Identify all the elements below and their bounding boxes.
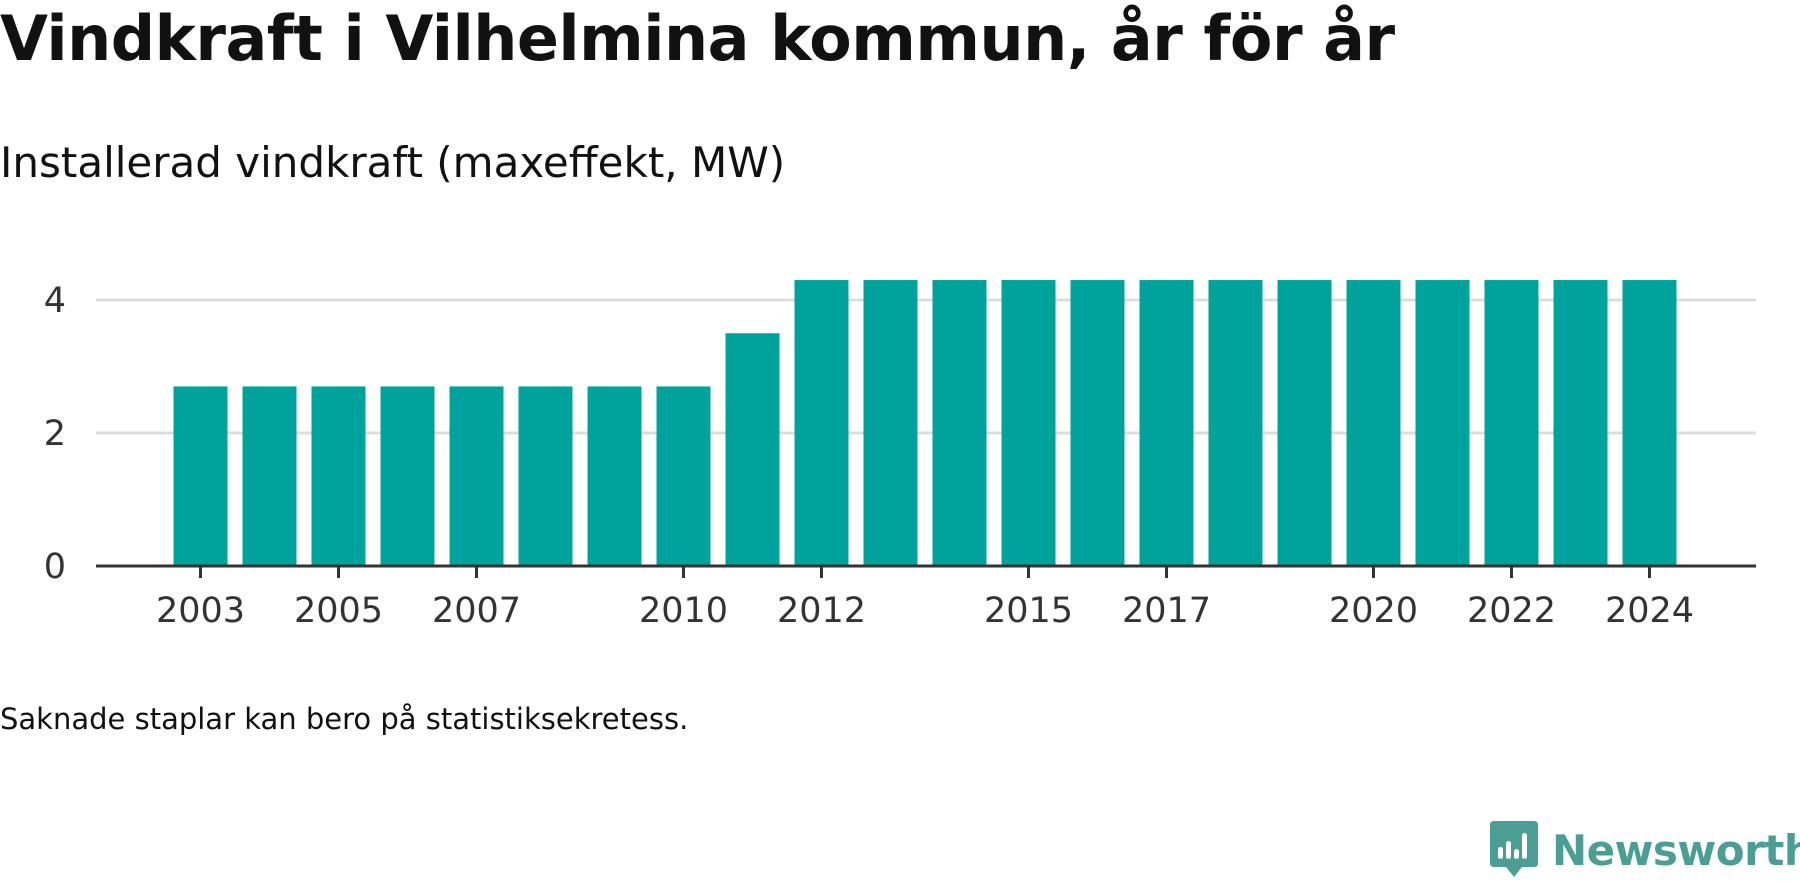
x-tick-label: 2007	[432, 591, 521, 631]
bar-2006	[380, 386, 435, 566]
x-tick-label: 2003	[156, 591, 245, 631]
bar-2013	[863, 280, 918, 566]
bar-2011	[725, 333, 780, 566]
bar-2009	[587, 386, 642, 566]
bar-2007	[449, 386, 504, 566]
x-tick-label: 2020	[1329, 591, 1418, 631]
brand-logo[interactable]: Newsworthy	[1488, 818, 1800, 882]
x-axis: 2003 2005 2007 2010 2012 2015 2017 2020 2022 2024	[96, 564, 1756, 631]
bar-2022	[1484, 280, 1539, 566]
bar-chart: 0 2 4 2003 2005 2007 2010 2012 2015 2017 2020 2022…	[44, 280, 1756, 631]
bar-2016	[1070, 280, 1125, 566]
bar-2012	[794, 280, 849, 566]
bar-2023	[1553, 280, 1608, 566]
bar-2014	[932, 280, 987, 566]
x-tick-label: 2017	[1122, 591, 1211, 631]
y-tick-label: 0	[44, 547, 66, 587]
brand-name: Newsworthy	[1552, 825, 1800, 875]
newsworthy-logo-icon	[1490, 821, 1538, 877]
bar-2004	[242, 386, 297, 566]
bar-2003	[173, 386, 228, 566]
x-tick-label: 2012	[777, 591, 866, 631]
x-tick-label: 2022	[1467, 591, 1556, 631]
bar-2024	[1622, 280, 1677, 566]
bar-2005	[311, 386, 366, 566]
bar-2021	[1415, 280, 1470, 566]
bars	[173, 280, 1677, 566]
chart-title: Vindkraft i Vilhelmina kommun, år för år	[0, 2, 1395, 75]
x-tick-label: 2005	[294, 591, 383, 631]
y-axis: 0 2 4	[44, 281, 66, 587]
bar-2015	[1001, 280, 1056, 566]
bar-2020	[1346, 280, 1401, 566]
x-tick-label: 2024	[1605, 591, 1694, 631]
bar-2017	[1139, 280, 1194, 566]
bar-2008	[518, 386, 573, 566]
x-tick-label: 2015	[984, 591, 1073, 631]
x-tick-label: 2010	[639, 591, 728, 631]
grid-lines	[96, 298, 1756, 435]
footnote: Saknade staplar kan bero på statistiksek…	[0, 702, 689, 736]
bar-2019	[1277, 280, 1332, 566]
bar-2010	[656, 386, 711, 566]
bar-2018	[1208, 280, 1263, 566]
y-tick-label: 4	[44, 281, 66, 321]
chart-subtitle: Installerad vindkraft (maxeffekt, MW)	[0, 138, 786, 187]
y-tick-label: 2	[44, 414, 66, 454]
